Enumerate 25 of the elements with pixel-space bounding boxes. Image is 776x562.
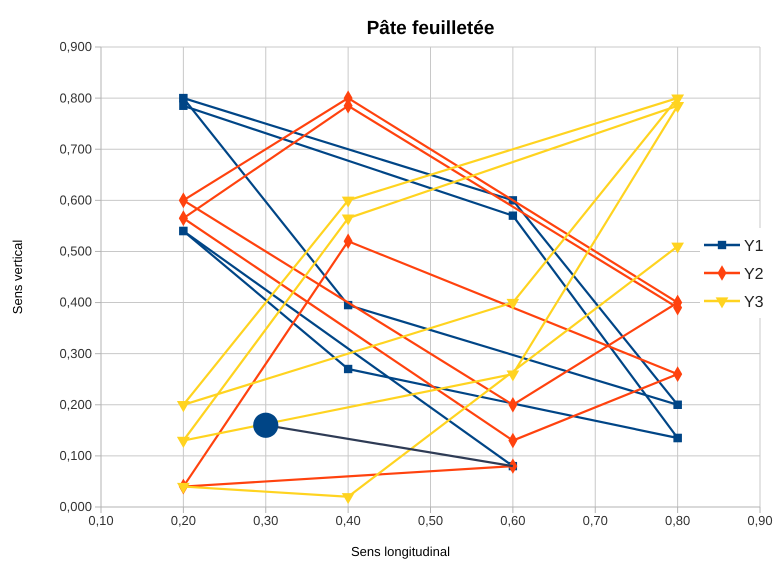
legend-label: Y3 (744, 294, 764, 311)
y-tick-label: 0,100 (59, 448, 92, 464)
y-tick-label: 0,700 (59, 141, 92, 156)
y-tick-label: 0,400 (59, 294, 92, 310)
x-tick-label: 0,20 (170, 513, 196, 528)
x-axis-title: Sens longitudinal (350, 544, 450, 559)
y-axis-title: Sens vertical (10, 240, 25, 314)
legend-label: Y2 (744, 266, 764, 283)
y-tick-label: 0,900 (59, 39, 92, 54)
y-tick-label: 0,500 (59, 244, 92, 259)
x-tick-label: 0,50 (418, 513, 444, 528)
x-tick-label: 0,90 (747, 513, 773, 528)
x-tick-label: 0,40 (335, 513, 361, 528)
y-tick-label: 0,300 (59, 346, 92, 361)
y-tick-label: 0,200 (59, 396, 92, 412)
x-tick-label: 0,10 (88, 513, 114, 528)
x-tick-label: 0,80 (664, 513, 690, 528)
x-tick-label: 0,60 (500, 513, 526, 528)
y-tick-label: 0,600 (59, 192, 92, 208)
legend-label: Y1 (744, 238, 764, 255)
y-tick-label: 0,800 (59, 90, 92, 106)
x-tick-label: 0,70 (582, 513, 608, 528)
chart-title: Pâte feuilletée (366, 18, 494, 39)
x-tick-label: 0,30 (253, 513, 278, 528)
y-tick-label: 0,000 (59, 499, 92, 514)
